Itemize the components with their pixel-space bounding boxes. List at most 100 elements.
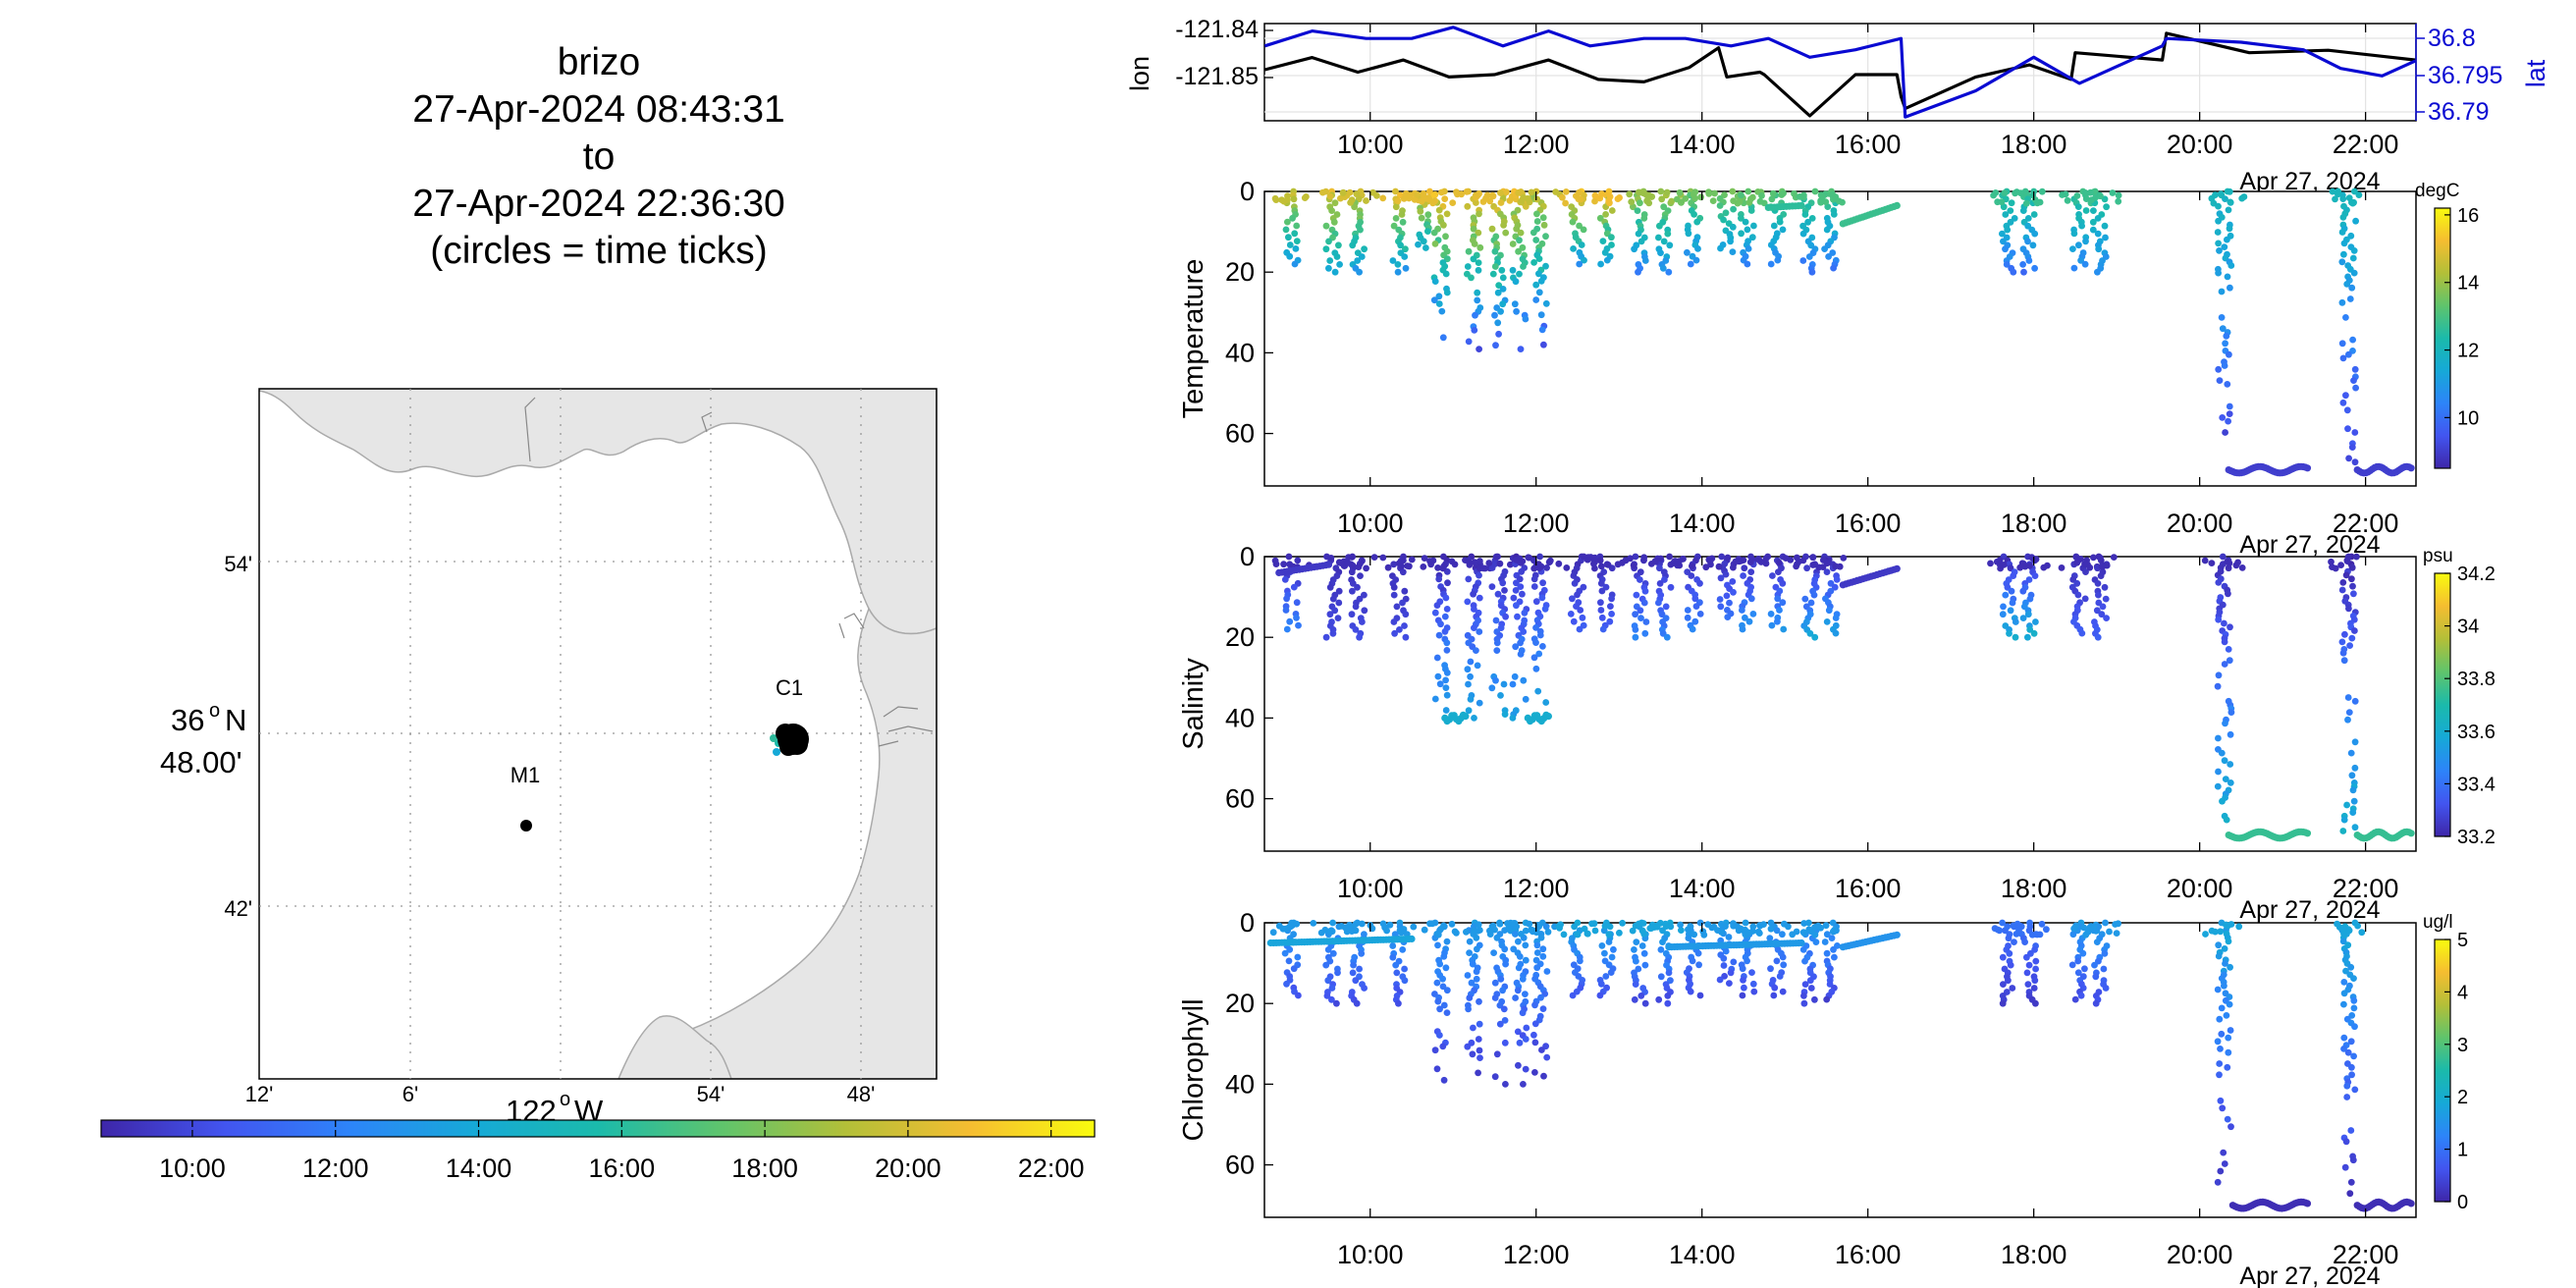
scatter-point [2348, 634, 2356, 642]
scatter-point [2216, 247, 2223, 254]
x-tick-label: 10:00 [1337, 874, 1404, 903]
scatter-point [1660, 238, 1668, 245]
scatter-point [1782, 555, 1790, 562]
scatter-point [1326, 583, 1334, 591]
scatter-point [1479, 198, 1487, 205]
scatter-point [1987, 560, 1994, 567]
scatter-point [1663, 633, 1671, 641]
scatter-point [2216, 377, 2224, 384]
scatter-point [1791, 189, 1798, 197]
scatter-point [1635, 188, 1642, 196]
scatter-point [1567, 611, 1575, 617]
scatter-point [1436, 1005, 1443, 1013]
scatter-point [1473, 975, 1480, 983]
scatter-point [2002, 591, 2010, 599]
scatter-point [1471, 327, 1478, 334]
scatter-point [2338, 638, 2346, 646]
scatter-point [1840, 555, 1848, 562]
scatter-point [1488, 564, 1496, 571]
scatter-point [1744, 245, 1752, 252]
scatter-point [1443, 606, 1451, 613]
scatter-point [1779, 953, 1787, 961]
scatter-point [1402, 264, 1410, 272]
scatter-point [1509, 241, 1517, 247]
scatter-point [1390, 222, 1398, 230]
scatter-point [2074, 969, 2082, 977]
scatter-point [1755, 930, 1763, 937]
scatter-point [2004, 923, 2012, 931]
scatter-point [2215, 616, 2223, 623]
scatter-point [1434, 672, 1442, 680]
scatter-point [2010, 268, 2017, 276]
scatter-point [1533, 218, 1541, 225]
scatter-point [1499, 274, 1507, 282]
scatter-point [2070, 264, 2078, 272]
scatter-point [1745, 617, 1753, 625]
x-tick-label: 16:00 [1835, 1240, 1902, 1269]
scatter-point [1692, 603, 1700, 610]
scatter-point [2219, 797, 2226, 805]
scatter-point [2342, 392, 2349, 400]
scatter-point [2350, 1052, 2358, 1060]
scatter-point [1641, 629, 1649, 637]
temperature-colorbar [2434, 207, 2451, 469]
scatter-point [1604, 562, 1612, 568]
scatter-point [1666, 242, 1674, 249]
scatter-point [1606, 617, 1614, 625]
scatter-point [2349, 809, 2357, 816]
map-panel: 54' 42' 36 o N 48.00' 12' 6' 54' 48' 122… [160, 388, 938, 1128]
scatter-point [1328, 985, 1336, 992]
scatter-point [1324, 946, 1332, 953]
scatter-point [1509, 266, 1517, 274]
scatter-point [2338, 298, 2346, 306]
scatter-point [1744, 188, 1752, 195]
scatter-point [2028, 931, 2036, 939]
scatter-point [1825, 253, 1832, 260]
scatter-point [2093, 607, 2101, 615]
coastline-north [259, 389, 937, 635]
scatter-point [1348, 928, 1356, 935]
scatter-point [2217, 928, 2225, 936]
scatter-point [1570, 245, 1577, 252]
scatter-point [2339, 195, 2347, 203]
scatter-point [2064, 196, 2071, 204]
scatter-point [1335, 587, 1343, 595]
scatter-point [1799, 257, 1807, 264]
scatter-point [1358, 949, 1366, 957]
scatter-point [1767, 925, 1775, 933]
coastline-south [617, 1015, 732, 1079]
time-colorbar-label: 20:00 [875, 1154, 941, 1183]
scatter-point [1998, 198, 2006, 206]
scatter-point [2343, 1082, 2351, 1090]
scatter-point [2238, 564, 2246, 571]
scatter-point [1736, 197, 1744, 205]
scatter-point [2303, 1200, 2312, 1208]
scatter-point [1331, 199, 1339, 207]
scatter-point [2223, 816, 2230, 824]
scatter-point [1458, 190, 1465, 198]
scatter-point [1471, 715, 1477, 722]
scatter-point [1532, 598, 1540, 606]
scatter-point [2029, 242, 2037, 249]
scatter-point [1354, 257, 1362, 264]
salinity-colorbar [2434, 572, 2451, 837]
scatter-point [2102, 919, 2109, 927]
scatter-point [1339, 189, 1347, 196]
salinity-x-ticks: 10:00 12:00 14:00 16:00 18:00 20:00 22:00 [1337, 557, 2398, 903]
scatter-point [1822, 922, 1830, 930]
scatter-point [1474, 296, 1481, 304]
scatter-point [1833, 576, 1841, 583]
station-marker-m1 [520, 820, 532, 832]
scatter-point [1471, 559, 1478, 566]
scatter-point [1716, 596, 1724, 603]
scatter-point [1722, 209, 1730, 217]
scatter-point [1767, 260, 1775, 268]
scatter-point [1491, 979, 1499, 987]
scatter-point [1476, 594, 1483, 602]
scatter-point [1466, 994, 1474, 1001]
chlorophyll-x-ticks: 10:00 12:00 14:00 16:00 18:00 20:00 22:00 [1337, 923, 2398, 1269]
scatter-point [1336, 261, 1343, 268]
scatter-point [1467, 658, 1475, 666]
scatter-point [1801, 211, 1809, 218]
scatter-point [1442, 233, 1449, 241]
